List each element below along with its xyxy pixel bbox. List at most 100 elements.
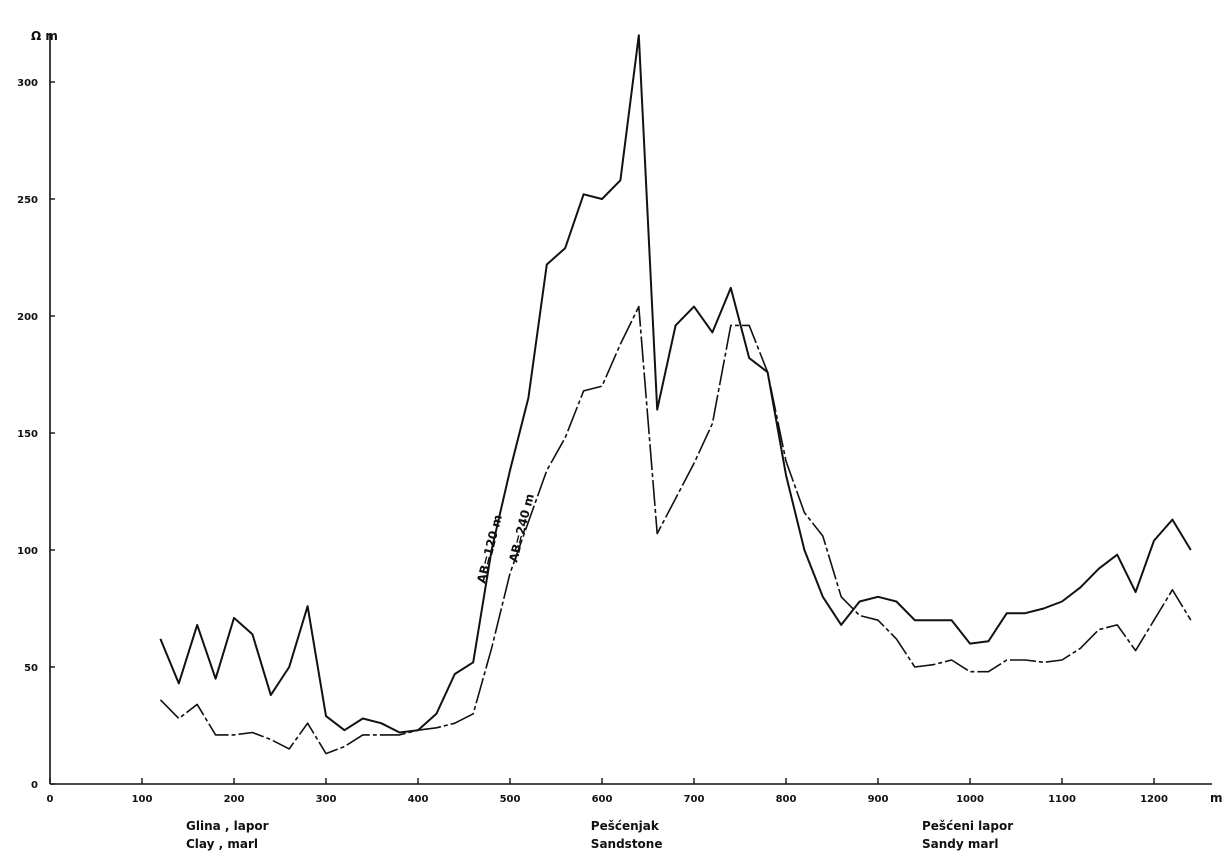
x-tick-label: 300 [316,794,337,805]
data-point [1172,589,1173,590]
data-point [1006,659,1007,660]
zone-label-3-line1: Pešćeni lapor [922,819,1013,833]
data-point [1190,620,1191,621]
y-tick-label: 300 [17,78,38,89]
data-point [694,306,695,307]
data-point [694,463,695,464]
y-axis-unit-label: Ω m [31,29,58,43]
data-point [1117,624,1118,625]
x-tick-label: 500 [500,794,521,805]
data-point [197,624,198,625]
data-point [160,638,161,639]
data-point [675,498,676,499]
data-point [234,617,235,618]
data-point [252,732,253,733]
data-point [399,732,400,733]
series-label-1: AB=120 m [474,513,505,585]
data-point [473,713,474,714]
data-point [730,325,731,326]
data-point [270,695,271,696]
data-point [289,667,290,668]
data-point [344,746,345,747]
data-point [675,325,676,326]
series-line-1 [159,34,1192,734]
series-label-2: AB=240 m [506,492,537,564]
data-point [620,344,621,345]
data-point [215,678,216,679]
data-point [289,748,290,749]
series-group [159,34,1192,755]
data-point [510,470,511,471]
data-point [528,397,529,398]
data-point [951,620,952,621]
zone-label-3-line2: Sandy marl [922,837,999,851]
data-point [878,620,879,621]
data-point [436,727,437,728]
x-tick-label: 900 [868,794,889,805]
data-point [657,533,658,534]
data-point [767,372,768,373]
data-point [988,671,989,672]
data-point [362,734,363,735]
data-point [1025,659,1026,660]
data-point [878,596,879,597]
data-point [178,683,179,684]
data-point [1043,662,1044,663]
data-point [602,386,603,387]
y-tick-label: 250 [17,195,38,206]
data-point [252,634,253,635]
data-point [841,624,842,625]
y-tick-label: 50 [24,663,38,674]
data-point [1006,613,1007,614]
x-tick-label: 200 [224,794,245,805]
data-point [510,573,511,574]
data-point [1098,629,1099,630]
data-point [583,390,584,391]
data-point [454,723,455,724]
data-point [215,734,216,735]
data-point [326,716,327,717]
data-point [362,718,363,719]
axes: 0 100 200 300 400 500 600 700 800 900 1000 1100 1200… [17,29,1222,805]
data-point [859,601,860,602]
data-point [546,264,547,265]
data-point [234,734,235,735]
data-point [1135,592,1136,593]
y-tick-label: 0 [31,780,38,791]
data-point [914,620,915,621]
data-point [749,325,750,326]
data-point [896,601,897,602]
data-point [730,287,731,288]
data-point [1062,659,1063,660]
data-point [859,615,860,616]
data-point [399,734,400,735]
data-point [1154,620,1155,621]
data-point [657,409,658,410]
data-point [381,723,382,724]
data-point [970,671,971,672]
data-point [546,470,547,471]
data-point [749,358,750,359]
data-point [583,194,584,195]
data-point [786,475,787,476]
data-point [951,659,952,660]
data-point [344,730,345,731]
data-point [1043,608,1044,609]
data-point [307,723,308,724]
data-point [454,674,455,675]
data-point [307,606,308,607]
x-tick-label: 100 [132,794,153,805]
data-point [712,423,713,424]
y-tick-label: 100 [17,546,38,557]
data-point [418,730,419,731]
data-point [638,306,639,307]
series-line-2 [159,305,1192,755]
data-point [381,734,382,735]
data-point [712,332,713,333]
data-point [436,713,437,714]
y-tick-label: 150 [17,429,38,440]
zone-label-1-line1: Glina , lapor [186,819,269,833]
data-point [326,753,327,754]
data-point [786,461,787,462]
